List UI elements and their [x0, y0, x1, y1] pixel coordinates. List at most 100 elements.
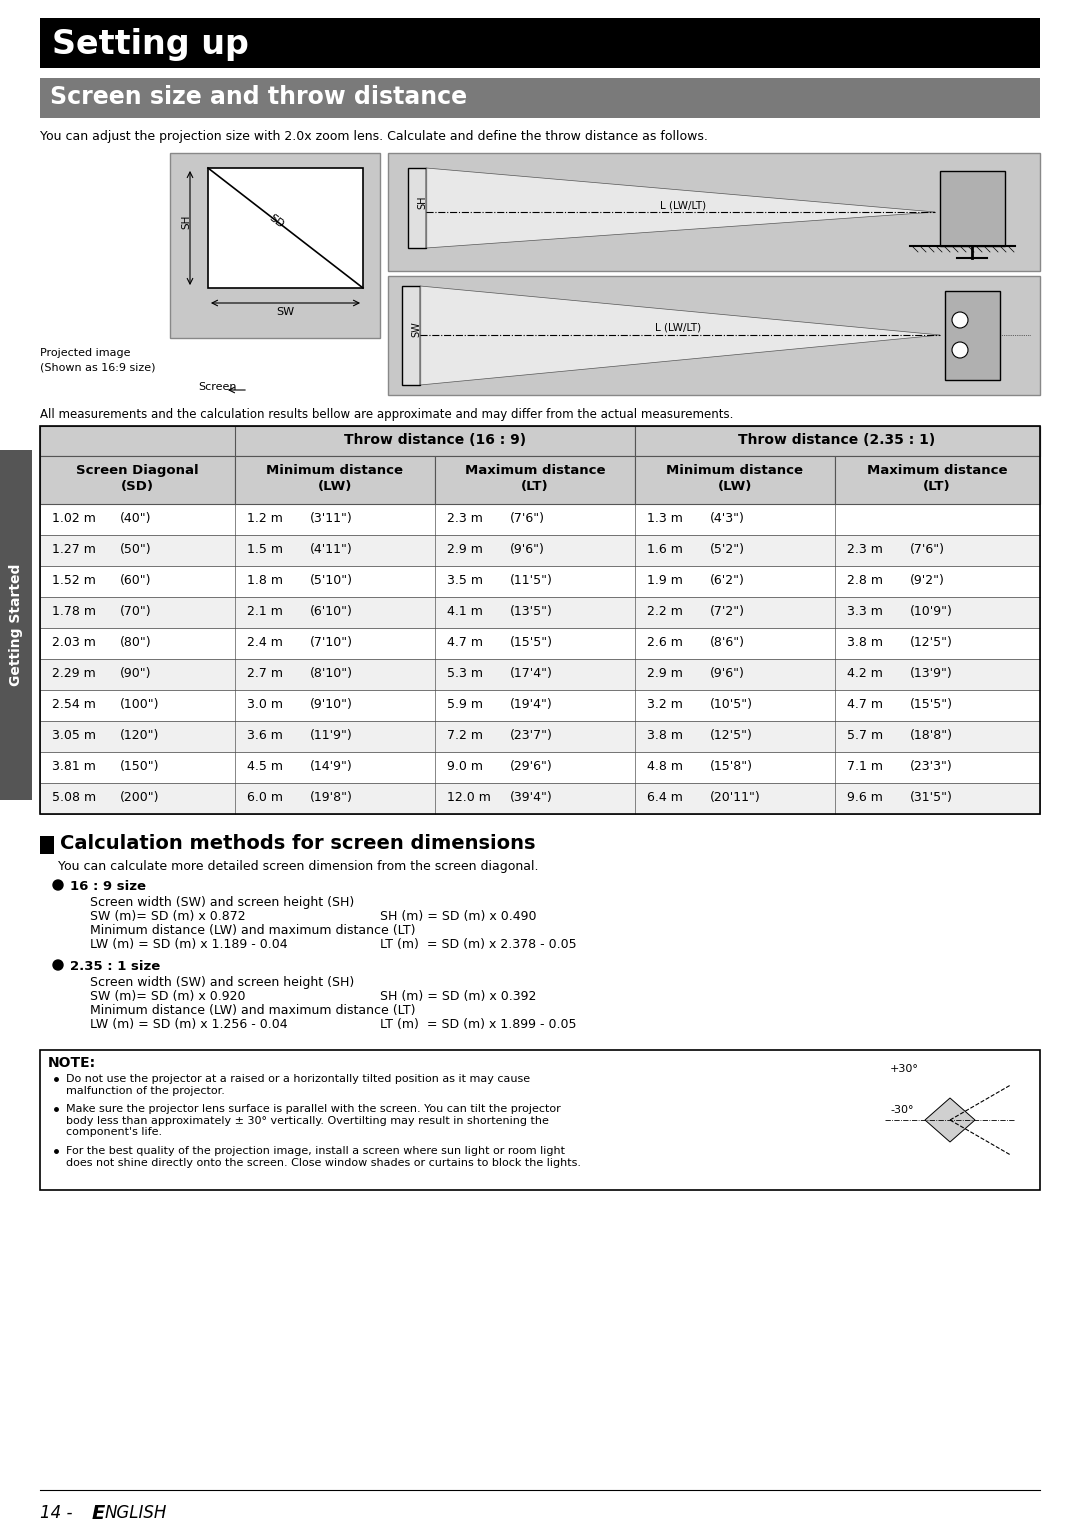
Text: LT (m)  = SD (m) x 1.899 - 0.05: LT (m) = SD (m) x 1.899 - 0.05 — [380, 1018, 577, 1031]
Text: (20'11"): (20'11") — [710, 792, 760, 804]
Text: Projected image: Projected image — [40, 348, 131, 358]
Text: 7.1 m: 7.1 m — [847, 759, 883, 773]
Circle shape — [53, 880, 63, 889]
Text: NGLISH: NGLISH — [105, 1504, 167, 1522]
Text: (60"): (60") — [120, 575, 151, 587]
Text: (12'5"): (12'5") — [710, 729, 753, 743]
Bar — [170, 153, 380, 338]
Text: 2.9 m: 2.9 m — [447, 542, 483, 556]
Text: Maximum distance: Maximum distance — [867, 465, 1008, 477]
Bar — [835, 455, 1040, 504]
Text: (19'8"): (19'8") — [310, 792, 353, 804]
Text: (LW): (LW) — [318, 480, 352, 494]
Text: 1.52 m: 1.52 m — [52, 575, 96, 587]
Text: 3.0 m: 3.0 m — [247, 698, 283, 711]
Bar — [40, 565, 1040, 597]
Text: (15'5"): (15'5") — [510, 636, 553, 649]
Text: LW (m) = SD (m) x 1.189 - 0.04: LW (m) = SD (m) x 1.189 - 0.04 — [90, 938, 287, 950]
Text: 3.2 m: 3.2 m — [647, 698, 683, 711]
Polygon shape — [420, 286, 940, 385]
Text: +30°: +30° — [890, 1063, 919, 1074]
Bar — [388, 153, 1040, 270]
Text: (5'10"): (5'10") — [310, 575, 353, 587]
Bar — [40, 659, 1040, 691]
Text: Minimum distance: Minimum distance — [267, 465, 404, 477]
Text: (23'7"): (23'7") — [510, 729, 553, 743]
Text: LT (m)  = SD (m) x 2.378 - 0.05: LT (m) = SD (m) x 2.378 - 0.05 — [380, 938, 577, 950]
Text: 5.3 m: 5.3 m — [447, 668, 483, 680]
Text: (7'2"): (7'2") — [710, 605, 745, 617]
Text: (13'9"): (13'9") — [910, 668, 953, 680]
Text: Throw distance (16 : 9): Throw distance (16 : 9) — [343, 432, 526, 448]
Bar — [40, 782, 1040, 814]
Text: 2.4 m: 2.4 m — [247, 636, 283, 649]
Text: SW (m)= SD (m) x 0.920: SW (m)= SD (m) x 0.920 — [90, 990, 245, 1002]
Text: Maximum distance: Maximum distance — [464, 465, 605, 477]
Text: 1.2 m: 1.2 m — [247, 512, 283, 526]
Bar — [40, 535, 1040, 565]
Text: 3.8 m: 3.8 m — [847, 636, 883, 649]
Text: Screen width (SW) and screen height (SH): Screen width (SW) and screen height (SH) — [90, 895, 354, 909]
Text: 6.0 m: 6.0 m — [247, 792, 283, 804]
Text: (120"): (120") — [120, 729, 160, 743]
Bar — [40, 426, 1040, 814]
Text: 2.03 m: 2.03 m — [52, 636, 96, 649]
Text: 2.54 m: 2.54 m — [52, 698, 96, 711]
Text: SH: SH — [181, 215, 191, 229]
Text: (8'6"): (8'6") — [710, 636, 745, 649]
Text: 4.8 m: 4.8 m — [647, 759, 683, 773]
Text: (9'6"): (9'6") — [510, 542, 545, 556]
Text: (50"): (50") — [120, 542, 151, 556]
Text: Minimum distance: Minimum distance — [666, 465, 804, 477]
Text: 2.29 m: 2.29 m — [52, 668, 96, 680]
Text: (14'9"): (14'9") — [310, 759, 353, 773]
Text: 5.9 m: 5.9 m — [447, 698, 483, 711]
Text: 12.0 m: 12.0 m — [447, 792, 491, 804]
Bar — [40, 691, 1040, 721]
Text: You can calculate more detailed screen dimension from the screen diagonal.: You can calculate more detailed screen d… — [58, 860, 539, 872]
Text: 1.5 m: 1.5 m — [247, 542, 283, 556]
Text: E: E — [92, 1504, 106, 1523]
Text: SD: SD — [267, 212, 285, 231]
Text: (6'10"): (6'10") — [310, 605, 353, 617]
Text: 5.08 m: 5.08 m — [52, 792, 96, 804]
Text: SW (m)= SD (m) x 0.872: SW (m)= SD (m) x 0.872 — [90, 911, 245, 923]
Text: All measurements and the calculation results bellow are approximate and may diff: All measurements and the calculation res… — [40, 408, 733, 422]
Text: (80"): (80") — [120, 636, 151, 649]
Circle shape — [951, 342, 968, 358]
Bar — [402, 286, 420, 385]
Text: 4.7 m: 4.7 m — [447, 636, 483, 649]
Bar — [235, 455, 435, 504]
Text: 3.6 m: 3.6 m — [247, 729, 283, 743]
Text: Screen: Screen — [198, 382, 237, 393]
Text: 1.9 m: 1.9 m — [647, 575, 683, 587]
Bar — [40, 18, 1040, 69]
Text: 6.4 m: 6.4 m — [647, 792, 683, 804]
Text: (4'11"): (4'11") — [310, 542, 353, 556]
Text: (29'6"): (29'6") — [510, 759, 553, 773]
Text: 3.81 m: 3.81 m — [52, 759, 96, 773]
Text: (10'9"): (10'9") — [910, 605, 953, 617]
Circle shape — [53, 960, 63, 970]
Bar — [635, 455, 835, 504]
Text: 9.6 m: 9.6 m — [847, 792, 882, 804]
Bar — [40, 455, 235, 504]
Text: 2.2 m: 2.2 m — [647, 605, 683, 617]
Bar — [945, 290, 1000, 380]
Polygon shape — [426, 168, 935, 248]
Text: L (LW/LT): L (LW/LT) — [654, 322, 701, 333]
Text: L (LW/LT): L (LW/LT) — [660, 200, 706, 209]
Text: Screen size and throw distance: Screen size and throw distance — [50, 86, 468, 108]
Text: 4.1 m: 4.1 m — [447, 605, 483, 617]
Bar — [408, 168, 426, 248]
Text: Throw distance (2.35 : 1): Throw distance (2.35 : 1) — [739, 432, 935, 448]
Text: Minimum distance (LW) and maximum distance (LT): Minimum distance (LW) and maximum distan… — [90, 1004, 416, 1018]
Text: LW (m) = SD (m) x 1.256 - 0.04: LW (m) = SD (m) x 1.256 - 0.04 — [90, 1018, 287, 1031]
Text: 2.6 m: 2.6 m — [647, 636, 683, 649]
Text: 4.7 m: 4.7 m — [847, 698, 883, 711]
Text: SH (m) = SD (m) x 0.392: SH (m) = SD (m) x 0.392 — [380, 990, 537, 1002]
Text: (10'5"): (10'5") — [710, 698, 753, 711]
Text: (15'5"): (15'5") — [910, 698, 953, 711]
Text: SW: SW — [411, 321, 421, 336]
Bar — [388, 277, 1040, 396]
